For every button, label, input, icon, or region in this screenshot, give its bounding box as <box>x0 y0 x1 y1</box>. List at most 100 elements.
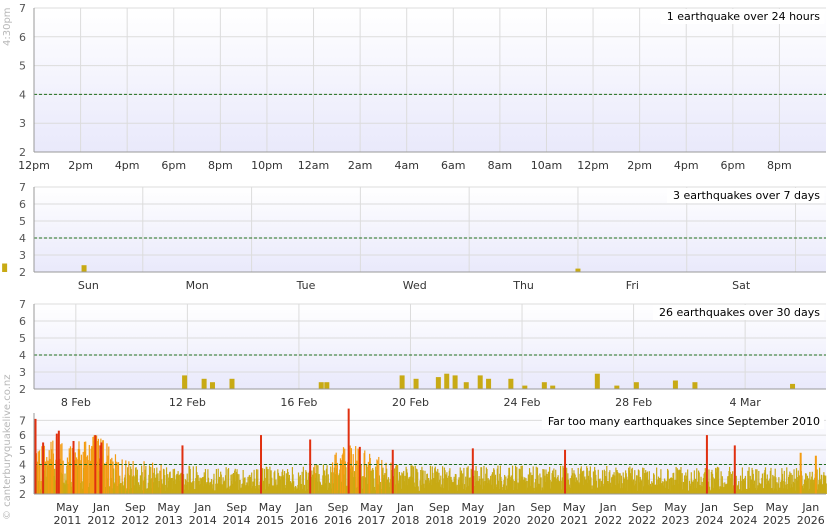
quake-bar <box>386 479 388 494</box>
quake-bar <box>333 472 335 494</box>
quake-bar <box>641 490 643 494</box>
quake-bar <box>269 466 271 494</box>
quake-bar <box>766 474 768 494</box>
quake-bar <box>305 471 308 494</box>
quake-bar <box>350 448 352 494</box>
quake-bar <box>686 475 688 494</box>
quake-bar <box>137 482 140 494</box>
quake-bar <box>432 478 435 494</box>
y-tick-label: 3 <box>19 473 26 486</box>
quake-bar <box>629 473 632 494</box>
quake-bar <box>549 466 551 494</box>
quake-bar <box>593 481 595 494</box>
chart-title-bg <box>653 305 825 320</box>
quake-bar <box>484 480 486 494</box>
x-tick-label: Mon <box>186 279 209 292</box>
quake-bar <box>416 469 418 494</box>
quake-bar <box>418 490 420 494</box>
quake-bar <box>651 481 653 494</box>
quake-bar <box>338 473 340 494</box>
quake-bar <box>513 480 515 494</box>
quake-bar <box>61 474 64 494</box>
quake-bar <box>717 479 719 494</box>
quake-bar <box>783 480 785 494</box>
quake-bar <box>343 474 345 494</box>
quake-bar <box>753 483 755 494</box>
quake-bar <box>277 469 279 494</box>
quake-bar <box>389 482 391 494</box>
quake-bar <box>513 490 515 494</box>
quake-bar <box>449 468 451 494</box>
quake-bar <box>223 481 225 494</box>
quake-bar <box>566 467 568 494</box>
chart-title: 1 earthquake over 24 hours <box>667 10 820 23</box>
quake-bar <box>229 485 231 494</box>
quake-bar <box>759 486 761 494</box>
quake-bar <box>428 478 430 494</box>
quake-bar <box>680 482 683 494</box>
quake-bar <box>755 490 757 494</box>
quake-bar <box>122 481 124 494</box>
quake-bar <box>249 476 252 494</box>
quake-bar <box>663 478 666 494</box>
quake-bar <box>487 478 489 494</box>
quake-bar <box>332 483 334 494</box>
quake-bar <box>725 485 728 494</box>
quake-bar <box>468 477 470 494</box>
quake-bar <box>393 476 395 494</box>
quake-bar <box>711 473 714 494</box>
quake-bar <box>312 474 314 494</box>
quake-bar <box>614 475 616 494</box>
quake-bar <box>579 473 581 494</box>
quake-bar <box>699 486 702 494</box>
quake-bar <box>297 484 299 494</box>
quake-bar <box>124 474 126 494</box>
quake-bar <box>88 487 90 494</box>
quake-bar <box>424 470 426 494</box>
quake-bar <box>806 480 808 494</box>
quake-bar <box>276 484 278 494</box>
quake-bar <box>296 489 298 494</box>
quake-bar <box>139 484 141 494</box>
quake-bar <box>199 477 201 494</box>
quake-bar <box>347 408 350 494</box>
quake-bar <box>226 488 228 494</box>
quake-bar <box>174 479 176 494</box>
quake-bar <box>370 470 372 494</box>
quake-bar <box>452 482 455 494</box>
quake-bar <box>413 482 415 494</box>
quake-bar <box>89 483 91 494</box>
quake-bar <box>508 467 511 494</box>
quake-bar <box>462 489 464 494</box>
quake-bar <box>502 487 504 494</box>
quake-bar <box>634 470 636 494</box>
quake-bar <box>785 484 787 494</box>
quake-bar <box>692 382 698 389</box>
quake-bar <box>234 470 236 494</box>
quake-bar <box>155 474 157 494</box>
quake-bar <box>255 485 257 494</box>
quake-bar <box>753 480 756 494</box>
quake-bar <box>352 454 354 494</box>
quake-bar <box>429 482 431 494</box>
quake-bar <box>594 466 596 494</box>
x-tick-label: 8pm <box>208 159 233 172</box>
quake-bar <box>388 487 390 494</box>
quake-bar <box>476 480 478 494</box>
quake-bar <box>223 480 225 494</box>
quake-bar <box>639 476 641 494</box>
quake-bar <box>705 472 707 494</box>
quake-bar <box>555 478 557 494</box>
quake-bar <box>273 472 275 494</box>
quake-bar <box>710 491 712 494</box>
quake-bar <box>446 477 449 494</box>
quake-bar <box>805 473 807 494</box>
quake-bar <box>533 487 535 494</box>
quake-bar <box>783 470 785 494</box>
quake-bar <box>687 469 689 494</box>
quake-bar <box>779 487 781 494</box>
quake-bar <box>642 486 644 494</box>
quake-bar <box>520 465 522 494</box>
quake-bar <box>556 481 558 494</box>
quake-bar <box>294 490 296 494</box>
